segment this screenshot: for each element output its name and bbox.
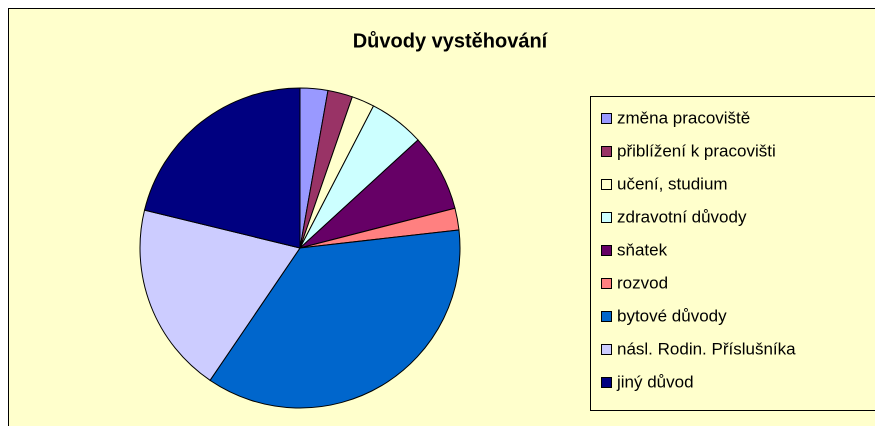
legend-label: zdravotní důvody [617,207,747,226]
legend-swatch [601,311,612,322]
pie-slice [209,229,461,409]
legend-swatch [601,344,612,355]
legend-label: jiný důvod [616,372,694,391]
legend-swatch [601,146,612,157]
legend-label: násl. Rodin. Příslušníka [617,339,796,358]
legend-swatch [601,179,612,190]
legend-label: změna pracoviště [617,108,750,127]
legend-label: sňatek [617,240,668,259]
legend-label: bytové důvody [617,306,727,325]
legend-box [590,96,875,411]
chart-title: Důvody vystěhování [353,30,549,52]
legend-label: učení, studium [617,174,728,193]
pie-slice [139,209,301,382]
legend-swatch [601,377,612,388]
legend-swatch [601,212,612,223]
pie-slice [143,87,301,249]
legend-label: rozvod [617,273,668,292]
legend-swatch [601,113,612,124]
legend-label: přiblížení k pracovišti [617,141,776,160]
legend-swatch [601,245,612,256]
legend-swatch [601,278,612,289]
